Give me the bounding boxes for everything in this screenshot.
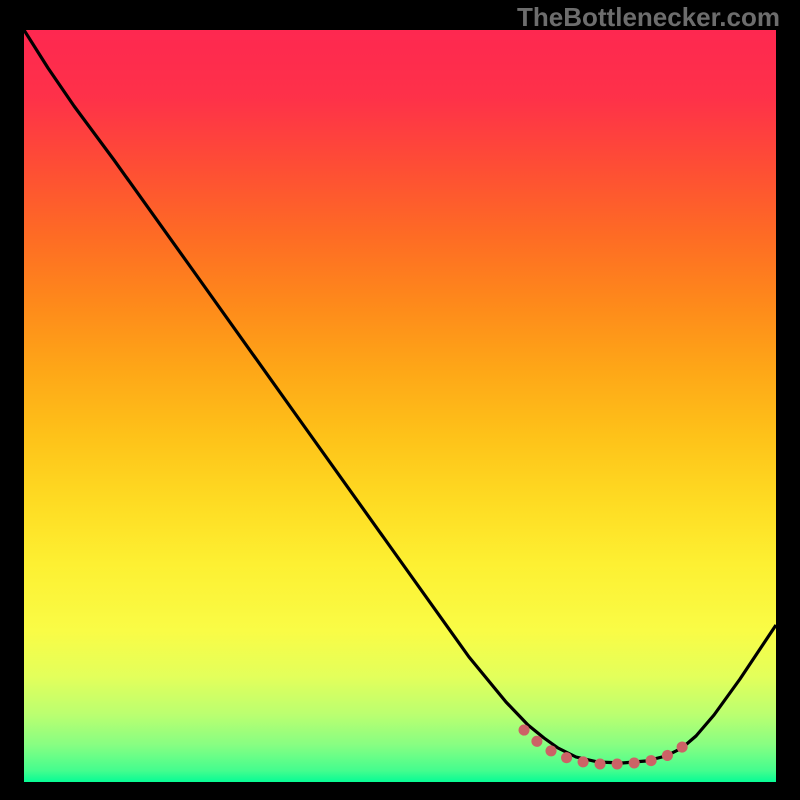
plot-area [24,30,776,782]
gradient-background [24,30,776,782]
curve-layer [24,30,776,782]
chart-canvas: TheBottlenecker.com [0,0,800,800]
watermark-text: TheBottlenecker.com [517,2,780,33]
